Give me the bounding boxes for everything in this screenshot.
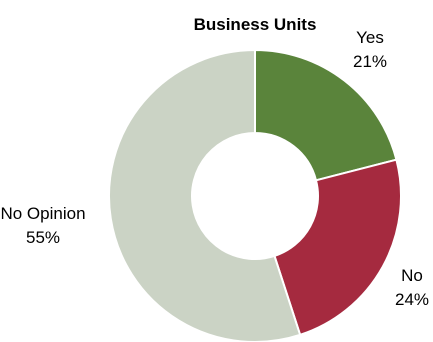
slice-no — [273, 158, 402, 337]
slice-label-yes: Yes — [356, 28, 384, 47]
donut-slices — [108, 48, 402, 342]
chart-title: Business Units — [194, 15, 317, 34]
slice-label-no: No — [401, 266, 423, 285]
slice-no-opinion — [108, 48, 302, 342]
slice-value-no-opinion: 55% — [26, 228, 60, 247]
slice-yes — [254, 48, 398, 182]
slice-label-no-opinion: No Opinion — [0, 204, 85, 223]
slice-labels: Yes 21% No 24% No Opinion 55% — [0, 28, 429, 309]
slice-value-yes: 21% — [353, 52, 387, 71]
slice-value-no: 24% — [395, 290, 429, 309]
